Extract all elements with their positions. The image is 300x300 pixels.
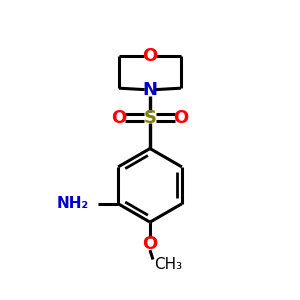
- Text: S: S: [143, 109, 157, 127]
- Text: NH₂: NH₂: [57, 196, 89, 211]
- Text: O: O: [173, 109, 188, 127]
- Text: CH₃: CH₃: [154, 257, 182, 272]
- Text: N: N: [142, 81, 158, 99]
- Text: O: O: [142, 235, 158, 253]
- Text: O: O: [142, 47, 158, 65]
- Text: O: O: [112, 109, 127, 127]
